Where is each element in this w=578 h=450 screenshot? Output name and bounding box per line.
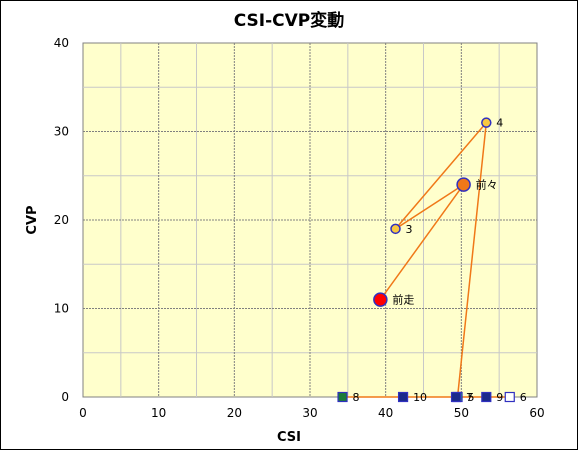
point-marker-6 [504, 391, 515, 403]
y-tick-label: 20 [54, 213, 69, 227]
y-tick-label: 30 [54, 125, 69, 139]
point-marker-7 [450, 391, 462, 403]
chart-title: CSI-CVP変動 [234, 10, 345, 31]
point-marker-前々 [456, 177, 471, 192]
x-tick-label: 20 [227, 406, 242, 420]
x-tick-label: 30 [302, 406, 317, 420]
data-points [337, 117, 515, 403]
point-label-6: 6 [520, 391, 527, 404]
x-tick-label: 50 [454, 406, 469, 420]
x-axis-title: CSI [277, 430, 301, 445]
point-label-4: 4 [496, 117, 503, 130]
series-segment [395, 183, 465, 230]
y-axis-title: CVP [25, 205, 40, 234]
point-marker-10 [397, 391, 409, 403]
x-tick-label: 40 [378, 406, 393, 420]
x-tick-label: 0 [79, 406, 87, 420]
y-tick-labels: 0 10 20 30 40 [54, 36, 69, 404]
point-labels: 前走 前々 3 4 5 6 7 8 9 10 [353, 117, 527, 404]
point-label-3: 3 [406, 223, 413, 236]
series-segment [379, 184, 465, 301]
point-label-前々: 前々 [476, 178, 498, 192]
series-lines [342, 122, 510, 398]
point-marker-3 [390, 223, 401, 235]
y-tick-label: 40 [54, 36, 69, 50]
series-segment [456, 122, 488, 398]
point-label-5: 5 [468, 391, 475, 404]
point-label-前走: 前走 [392, 293, 414, 307]
x-tick-labels: 0 10 20 30 40 50 60 [79, 406, 544, 420]
point-label-10: 10 [413, 391, 427, 404]
series-segment [394, 122, 487, 230]
x-tick-label: 10 [151, 406, 166, 420]
grid-lines [83, 43, 537, 397]
point-marker-8 [337, 391, 348, 403]
y-tick-label: 10 [54, 302, 69, 316]
x-tick-label: 60 [529, 406, 544, 420]
point-label-7: 7 [466, 391, 473, 404]
point-label-8: 8 [353, 391, 360, 404]
point-label-9: 9 [496, 391, 503, 404]
y-tick-label: 0 [61, 390, 69, 404]
point-marker-4 [481, 117, 492, 128]
point-marker-9 [481, 391, 492, 403]
point-marker-前走 [373, 292, 388, 307]
